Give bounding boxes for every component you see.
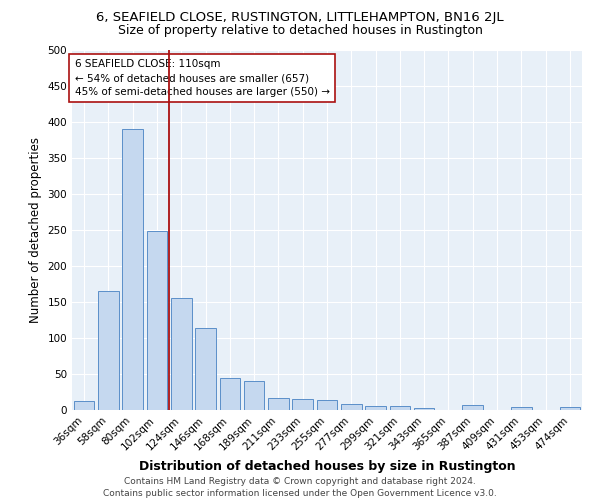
Bar	[365, 406, 386, 410]
Bar	[560, 407, 580, 410]
Bar	[341, 404, 362, 410]
Text: Size of property relative to detached houses in Rustington: Size of property relative to detached ho…	[118, 24, 482, 37]
X-axis label: Distribution of detached houses by size in Rustington: Distribution of detached houses by size …	[139, 460, 515, 473]
Bar	[171, 298, 191, 410]
Bar	[220, 378, 240, 410]
Y-axis label: Number of detached properties: Number of detached properties	[29, 137, 42, 323]
Bar	[389, 406, 410, 410]
Bar	[122, 129, 143, 410]
Bar	[98, 291, 119, 410]
Bar	[317, 400, 337, 410]
Bar	[244, 381, 265, 410]
Text: Contains HM Land Registry data © Crown copyright and database right 2024.
Contai: Contains HM Land Registry data © Crown c…	[103, 476, 497, 498]
Bar	[146, 232, 167, 410]
Text: 6, SEAFIELD CLOSE, RUSTINGTON, LITTLEHAMPTON, BN16 2JL: 6, SEAFIELD CLOSE, RUSTINGTON, LITTLEHAM…	[96, 12, 504, 24]
Bar	[414, 408, 434, 410]
Bar	[268, 398, 289, 410]
Bar	[74, 400, 94, 410]
Text: 6 SEAFIELD CLOSE: 110sqm
← 54% of detached houses are smaller (657)
45% of semi-: 6 SEAFIELD CLOSE: 110sqm ← 54% of detach…	[74, 59, 329, 97]
Bar	[195, 328, 216, 410]
Bar	[463, 405, 483, 410]
Bar	[511, 407, 532, 410]
Bar	[292, 399, 313, 410]
